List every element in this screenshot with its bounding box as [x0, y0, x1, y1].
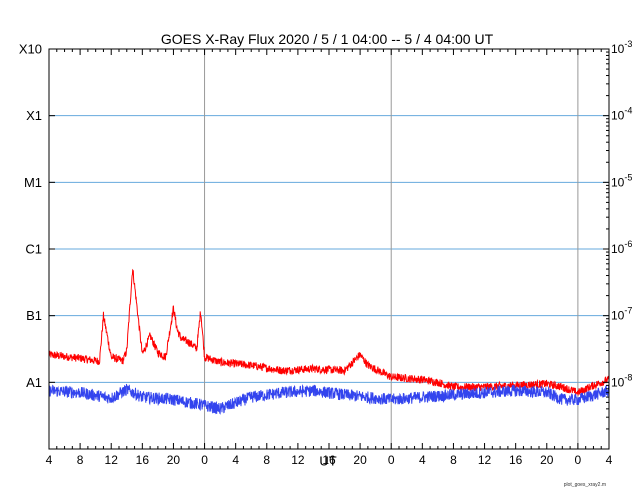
flare-class-label: X10 — [19, 42, 42, 57]
flux-label: 10-8 — [611, 372, 632, 389]
x-tick-label: 16 — [509, 453, 523, 467]
day-boundary-lines — [204, 49, 579, 449]
x-tick-label: 4 — [606, 453, 613, 467]
flare-class-label: M1 — [24, 175, 42, 190]
chart-title: GOES X-Ray Flux 2020 / 5 / 1 04:00 -- 5 … — [161, 31, 494, 47]
flare-class-label: X1 — [26, 108, 42, 123]
flux-label: 10-7 — [611, 306, 632, 323]
data-series — [48, 268, 610, 415]
x-tick-label: 4 — [232, 453, 239, 467]
x-tick-label: 12 — [291, 453, 305, 467]
footer-label: plot_goes_xray2.m — [564, 482, 606, 488]
x-tick-label: 12 — [105, 453, 119, 467]
x-tick-label: 8 — [263, 453, 270, 467]
x-tick-label: 20 — [540, 453, 554, 467]
x-tick-label: 12 — [478, 453, 492, 467]
x-tick-label: 4 — [419, 453, 426, 467]
series-line — [48, 268, 610, 396]
flare-class-label: B1 — [26, 308, 42, 323]
x-tick-label: 0 — [201, 453, 208, 467]
x-axis: 4 8 12 16 20 0 4 8 12 16 20 0 4 8 12 16 20 0 4 — [46, 49, 613, 467]
flare-class-label: C1 — [25, 242, 42, 257]
series-line — [48, 383, 610, 415]
x-tick-label: 0 — [575, 453, 582, 467]
x-tick-label: 4 — [46, 453, 53, 467]
x-tick-label: 0 — [388, 453, 395, 467]
flux-label: 10-3 — [611, 39, 632, 56]
x-tick-label: 20 — [353, 453, 367, 467]
x-tick-label: 16 — [136, 453, 150, 467]
y-axis-right: 10-3 10-4 10-5 10-6 10-7 10-8 — [603, 39, 632, 450]
x-tick-label: 8 — [450, 453, 457, 467]
flux-label: 10-6 — [611, 239, 632, 256]
flux-label: 10-5 — [611, 172, 632, 189]
x-tick-label: 20 — [167, 453, 181, 467]
flare-class-label: A1 — [26, 375, 42, 390]
x-tick-label: 8 — [77, 453, 84, 467]
x-tick-label: 16 — [322, 453, 336, 467]
flux-label: 10-4 — [611, 106, 632, 123]
x-axis-label: UT — [319, 454, 336, 469]
y-axis-left: X10 X1 M1 C1 B1 A1 — [19, 42, 55, 390]
grid-lines — [49, 115, 609, 383]
